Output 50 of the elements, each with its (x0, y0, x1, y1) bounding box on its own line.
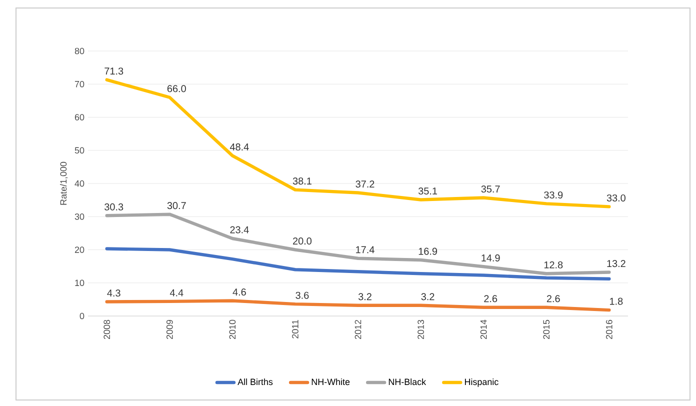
x-tick-label: 2014 (480, 320, 487, 340)
data-label: 3.6 (296, 292, 309, 299)
y-tick-label: 50 (74, 147, 84, 154)
data-label: 23.4 (230, 226, 249, 234)
y-tick-label: 40 (74, 180, 84, 187)
data-label: 14.9 (482, 254, 500, 262)
legend-label: All Births (238, 378, 273, 386)
y-tick-label: 10 (75, 280, 84, 286)
data-label: 13.2 (607, 260, 626, 268)
data-label: 33.0 (606, 194, 626, 202)
data-label: 48.4 (230, 143, 249, 150)
x-tick-label: 2013 (418, 320, 424, 340)
data-label: 2.6 (484, 295, 498, 302)
data-label: 35.1 (418, 187, 438, 195)
x-tick-label: 2008 (104, 320, 110, 340)
data-label: 4.4 (170, 289, 184, 296)
data-label: 33.9 (544, 191, 563, 199)
y-tick-label: 30 (74, 213, 84, 220)
data-label: 4.6 (232, 288, 246, 296)
y-tick-label: 0 (80, 312, 84, 320)
data-label: 30.7 (167, 202, 186, 210)
data-label: 66.0 (167, 85, 186, 92)
data-label: 3.2 (421, 293, 434, 300)
data-label: 4.3 (107, 290, 120, 297)
data-label: 3.2 (358, 293, 372, 300)
data-label: 20.0 (293, 238, 312, 245)
x-tick-label: 2010 (229, 320, 236, 340)
y-tick-label: 60 (74, 114, 84, 120)
legend-label: Hispanic (464, 378, 498, 387)
legend-label: NH-Black (388, 378, 426, 386)
x-tick-label: 2009 (166, 320, 173, 340)
data-label: 2.6 (546, 295, 560, 302)
x-tick-label: 2011 (292, 320, 298, 338)
legend-label: NH-White (312, 378, 350, 386)
data-label: 71.3 (104, 68, 124, 75)
y-tick-label: 70 (74, 80, 84, 88)
y-axis-title: Rate/1,000 (60, 162, 68, 205)
x-tick-label: 2016 (606, 320, 612, 340)
x-tick-label: 2012 (354, 320, 362, 340)
data-label: 38.1 (292, 178, 312, 185)
y-tick-label: 80 (74, 48, 84, 54)
data-label: 35.7 (481, 185, 500, 193)
data-label: 16.9 (418, 248, 438, 255)
data-label: 17.4 (356, 246, 374, 254)
data-label: 37.2 (356, 180, 374, 188)
y-tick-label: 20 (74, 246, 84, 253)
data-label: 1.8 (610, 298, 623, 305)
x-tick-label: 2015 (543, 320, 550, 340)
data-label: 12.8 (544, 261, 563, 268)
data-label: 30.3 (104, 203, 124, 210)
